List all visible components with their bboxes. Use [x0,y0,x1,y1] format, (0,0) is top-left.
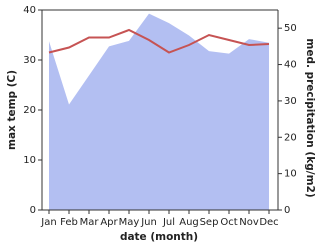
y2-tick-label: 30 [284,96,297,107]
x-tick-label: Jul [162,217,175,228]
y2-tick-label: 40 [284,60,297,71]
x-tick-label: Dec [259,217,278,228]
y2-axis-title: med. precipitation (kg/m2) [304,38,316,197]
y2-tick-label: 20 [284,132,297,143]
x-tick-label: Jan [40,217,56,228]
x-tick-label: Jun [140,217,157,228]
y-tick-label: 30 [23,55,36,66]
y-axis-title: max temp (C) [6,70,18,150]
precipitation-area [49,13,269,210]
x-tick-label: Nov [239,217,259,228]
x-tick-label: Aug [179,217,199,228]
y2-tick-label: 10 [284,169,297,180]
x-tick-label: Feb [60,217,78,228]
y2-tick-label: 0 [284,205,290,216]
y2-tick-label: 50 [284,23,297,34]
x-tick-label: Apr [100,217,118,228]
x-tick-label: Mar [80,217,100,228]
y-tick-label: 40 [23,5,36,16]
y-tick-label: 20 [23,105,36,116]
x-tick-label: Oct [220,217,237,228]
y-tick-label: 10 [23,155,36,166]
x-tick-label: May [119,217,140,228]
x-axis-title: date (month) [120,231,198,243]
x-tick-label: Sep [200,217,219,228]
temperature-line [48,28,270,54]
y-tick-label: 0 [30,205,36,216]
